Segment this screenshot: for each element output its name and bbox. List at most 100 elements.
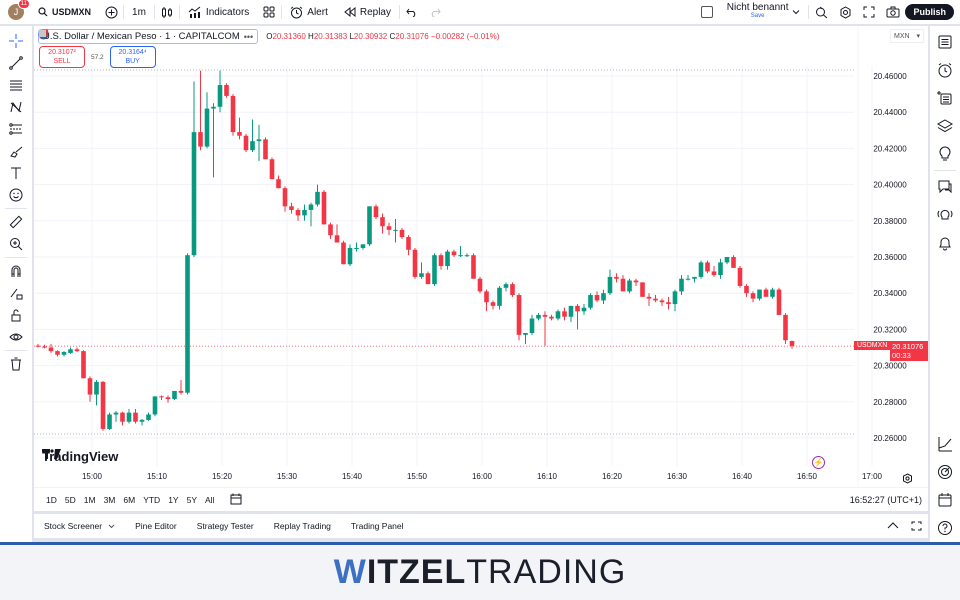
- chat-icon: [938, 180, 952, 194]
- remove-drawings-tool[interactable]: [2, 353, 30, 375]
- range-all[interactable]: All: [205, 494, 215, 505]
- bottom-panel-tabs: Stock Screener Pine Editor Strategy Test…: [34, 514, 928, 538]
- fullscreen-button[interactable]: [857, 0, 881, 25]
- candles-icon: [161, 6, 172, 18]
- stay-in-drawing-mode-tool[interactable]: [2, 282, 30, 304]
- range-1m[interactable]: 1M: [83, 494, 96, 505]
- redo-button[interactable]: [424, 0, 448, 25]
- app-window: J 11 USDMXN 1m Indicators Alert: [0, 0, 960, 542]
- svg-text:20.26000: 20.26000: [873, 434, 907, 443]
- range-5d[interactable]: 5D: [64, 494, 76, 505]
- text-tool[interactable]: [2, 162, 30, 184]
- chart-legend: U.S. Dollar / Mexican Peso · 1 · CAPITAL…: [38, 29, 499, 44]
- divider: [123, 5, 125, 19]
- layout-name-button[interactable]: Nicht benannt Save: [719, 0, 809, 25]
- help-button[interactable]: [931, 514, 959, 542]
- rewind-icon: [344, 7, 356, 17]
- data-window-button[interactable]: [931, 84, 959, 112]
- text-icon: [11, 167, 21, 179]
- magnet-tool[interactable]: [2, 260, 30, 282]
- svg-text:20.30000: 20.30000: [873, 362, 907, 371]
- more-options-icon[interactable]: •••: [243, 31, 254, 42]
- range-1d[interactable]: 1D: [46, 494, 57, 505]
- indicators-button[interactable]: Indicators: [180, 0, 257, 25]
- range-3m[interactable]: 3M: [103, 494, 116, 505]
- lock-drawings-tool[interactable]: [2, 304, 30, 326]
- right-sidebar: [929, 26, 960, 542]
- replay-button[interactable]: Replay: [336, 0, 399, 25]
- templates-button[interactable]: [257, 0, 281, 25]
- help-icon: [938, 521, 952, 535]
- sell-button[interactable]: 20.3107² SELL: [39, 46, 85, 68]
- svg-text:20.44000: 20.44000: [873, 108, 907, 117]
- tab-stock-screener[interactable]: Stock Screener: [44, 521, 125, 531]
- divider: [808, 5, 810, 19]
- pattern-tool[interactable]: [2, 96, 30, 118]
- brush-tool[interactable]: [2, 140, 30, 162]
- tab-strategy-tester[interactable]: Strategy Tester: [196, 521, 254, 531]
- alert-button[interactable]: Alert: [282, 0, 336, 25]
- notifications-button[interactable]: [931, 229, 959, 257]
- chevron-up-icon[interactable]: [887, 521, 899, 529]
- chart-pane[interactable]: 20.46000 20.44000 20.42000 20.40000 20.38000…: [34, 26, 928, 487]
- lightning-icon[interactable]: ⚡: [812, 456, 825, 469]
- snapshot-button[interactable]: [881, 0, 905, 25]
- tab-pine-editor[interactable]: Pine Editor: [135, 521, 177, 531]
- screener-button[interactable]: [931, 458, 959, 486]
- multi-layout-button[interactable]: [695, 0, 719, 25]
- hide-drawings-tool[interactable]: [2, 326, 30, 348]
- interval-button[interactable]: 1m: [132, 6, 146, 18]
- undo-button[interactable]: [400, 0, 424, 25]
- divider: [934, 170, 956, 171]
- watchlist-icon: [938, 35, 952, 49]
- chats-button[interactable]: [931, 173, 959, 201]
- watchlist-button[interactable]: [931, 28, 959, 56]
- buy-button[interactable]: 20.3164⁴ BUY: [109, 46, 156, 68]
- tradingview-logo: TradingView: [42, 449, 119, 464]
- range-ytd[interactable]: YTD: [143, 494, 161, 505]
- range-5y[interactable]: 5Y: [186, 494, 197, 505]
- symbol-search-button[interactable]: USDMXN: [30, 0, 99, 25]
- icon-tool[interactable]: [2, 184, 30, 206]
- object-tree-button[interactable]: [931, 112, 959, 140]
- streams-button[interactable]: [931, 201, 959, 229]
- quick-search-button[interactable]: [809, 0, 833, 25]
- zoom-in-tool[interactable]: [2, 233, 30, 255]
- fib-retracement-tool[interactable]: [2, 74, 30, 96]
- range-6m[interactable]: 6M: [123, 494, 136, 505]
- alerts-button[interactable]: [931, 56, 959, 84]
- measure-tool[interactable]: [2, 211, 30, 233]
- clock-timezone[interactable]: 16:52:27 (UTC+1): [849, 494, 922, 505]
- svg-text:20.28000: 20.28000: [873, 398, 907, 407]
- ideas-button[interactable]: [931, 140, 959, 168]
- settings-button[interactable]: [833, 0, 857, 25]
- maximize-panel-icon[interactable]: [911, 521, 922, 531]
- user-avatar[interactable]: J 11: [8, 0, 30, 20]
- svg-text:20.40000: 20.40000: [873, 181, 907, 190]
- chart-data-button[interactable]: [931, 430, 959, 458]
- go-to-date-button[interactable]: [226, 493, 246, 507]
- chart-type-button[interactable]: [155, 0, 179, 25]
- range-1y[interactable]: 1Y: [168, 494, 179, 505]
- candlestick-chart[interactable]: 20.46000 20.44000 20.42000 20.40000 20.38000…: [34, 26, 928, 487]
- publish-button[interactable]: Publish: [905, 4, 954, 20]
- trend-line-tool[interactable]: [2, 52, 30, 74]
- calendar-icon: [938, 493, 952, 507]
- forecasting-tool[interactable]: [2, 118, 30, 140]
- trend-line-icon: [9, 56, 23, 70]
- chevron-down-icon: ▾: [916, 33, 920, 40]
- add-list-icon: [937, 91, 952, 105]
- divider: [178, 5, 180, 19]
- tab-replay-trading[interactable]: Replay Trading: [273, 521, 331, 531]
- svg-text:20.36000: 20.36000: [873, 253, 907, 262]
- currency-select[interactable]: MXN ▾: [890, 29, 924, 43]
- quick-search-icon: [815, 6, 828, 18]
- svg-text:17:00: 17:00: [862, 472, 883, 481]
- symbol-title-box[interactable]: U.S. Dollar / Mexican Peso · 1 · CAPITAL…: [38, 29, 259, 44]
- compare-symbol-button[interactable]: [99, 0, 123, 25]
- crosshair-tool[interactable]: [2, 30, 30, 52]
- svg-text:20.46000: 20.46000: [873, 72, 907, 81]
- calendar-button[interactable]: [931, 486, 959, 514]
- tab-trading-panel[interactable]: Trading Panel: [350, 521, 404, 531]
- svg-text:20.42000: 20.42000: [873, 144, 907, 153]
